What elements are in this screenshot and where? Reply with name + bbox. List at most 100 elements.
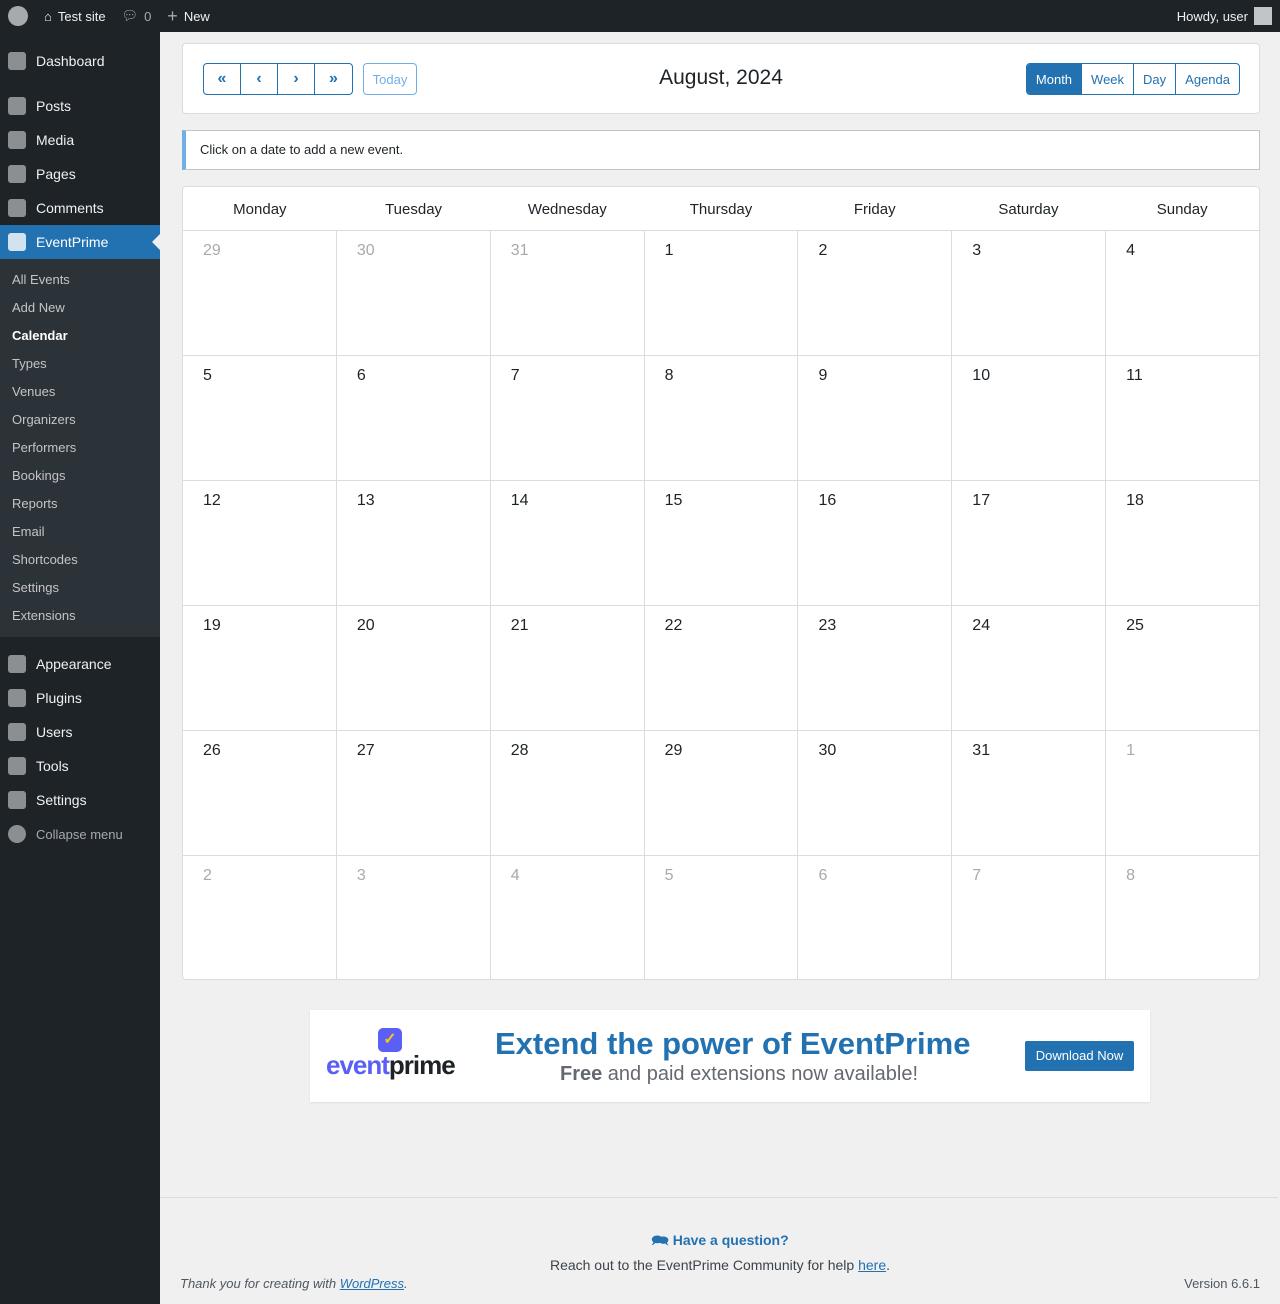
calendar-day-cell[interactable]: 3 [337, 856, 491, 979]
sidebar-item-pages[interactable]: Pages [0, 157, 160, 191]
calendar-day-cell[interactable]: 29 [645, 731, 799, 855]
month-calendar: Monday Tuesday Wednesday Thursday Friday Satu… [182, 186, 1260, 980]
calendar-day-cell[interactable]: 10 [952, 356, 1107, 480]
sidebar-item-settings[interactable]: Settings [0, 783, 160, 817]
first-button[interactable]: « [204, 64, 241, 94]
admin-sidebar: Dashboard Posts Media Pages Comments EventPr… [0, 32, 160, 1304]
view-week-button[interactable]: Week [1082, 64, 1135, 94]
calendar-day-cell[interactable]: 6 [798, 856, 953, 979]
view-month-button[interactable]: Month [1026, 64, 1083, 94]
collapse-menu-button[interactable]: Collapse menu [0, 817, 160, 851]
wordpress-logo-button[interactable] [0, 0, 36, 32]
next-button[interactable]: › [278, 64, 315, 94]
calendar-day-cell[interactable]: 5 [183, 356, 337, 480]
day-number: 16 [818, 492, 837, 509]
media-icon [8, 131, 26, 149]
calendar-day-cell[interactable]: 4 [491, 856, 645, 979]
today-button[interactable]: Today [363, 63, 417, 95]
comments-link[interactable]: 💬︎ 0 [121, 8, 152, 24]
calendar-day-cell[interactable]: 24 [952, 606, 1107, 730]
calendar-day-cell[interactable]: 19 [183, 606, 337, 730]
sidebar-item-plugins[interactable]: Plugins [0, 681, 160, 715]
calendar-day-cell[interactable]: 31 [952, 731, 1107, 855]
submenu-item-types[interactable]: Types [12, 356, 47, 371]
calendar-day-cell[interactable]: 2 [798, 231, 953, 355]
sidebar-item-posts[interactable]: Posts [0, 89, 160, 123]
submenu-item-settings[interactable]: Settings [12, 580, 59, 595]
calendar-day-cell[interactable]: 29 [183, 231, 337, 355]
calendar-day-cell[interactable]: 27 [337, 731, 491, 855]
day-number: 17 [972, 492, 991, 509]
calendar-day-cell[interactable]: 30 [798, 731, 953, 855]
info-notice: Click on a date to add a new event. [182, 130, 1260, 170]
submenu-item-performers[interactable]: Performers [12, 440, 77, 455]
calendar-day-cell[interactable]: 15 [645, 481, 799, 605]
help-link[interactable]: here [858, 1257, 887, 1273]
calendar-day-cell[interactable]: 14 [491, 481, 645, 605]
calendar-day-cell[interactable]: 11 [1106, 356, 1259, 480]
view-agenda-button[interactable]: Agenda [1185, 71, 1230, 87]
calendar-day-cell[interactable]: 31 [491, 231, 645, 355]
submenu-item-bookings[interactable]: Bookings [12, 468, 66, 483]
submenu-item-reports[interactable]: Reports [12, 496, 58, 511]
calendar-day-cell[interactable]: 20 [337, 606, 491, 730]
day-number: 13 [356, 492, 375, 509]
weekday-tuesday: Tuesday [385, 201, 443, 218]
day-number: 4 [1126, 242, 1136, 259]
calendar-day-cell[interactable]: 5 [645, 856, 799, 979]
sidebar-item-label: Media [36, 132, 75, 148]
sidebar-item-eventprime[interactable]: EventPrime [0, 225, 160, 259]
calendar-day-cell[interactable]: 7 [491, 356, 645, 480]
calendar-day-cell[interactable]: 25 [1106, 606, 1259, 730]
calendar-day-cell[interactable]: 21 [491, 606, 645, 730]
calendar-day-cell[interactable]: 17 [952, 481, 1107, 605]
calendar-day-cell[interactable]: 2 [183, 856, 337, 979]
submenu-item-venues[interactable]: Venues [12, 384, 56, 399]
calendar-day-cell[interactable]: 9 [798, 356, 953, 480]
calendar-day-cell[interactable]: 4 [1106, 231, 1259, 355]
sidebar-item-users[interactable]: Users [0, 715, 160, 749]
view-day-button[interactable]: Day [1134, 64, 1177, 94]
wordpress-link[interactable]: WordPress [339, 1276, 404, 1291]
calendar-day-cell[interactable]: 1 [645, 231, 799, 355]
submenu-item-shortcodes[interactable]: Shortcodes [12, 552, 78, 567]
calendar-day-cell[interactable]: 18 [1106, 481, 1259, 605]
calendar-day-cell[interactable]: 1 [1106, 731, 1259, 855]
calendar-day-cell[interactable]: 12 [183, 481, 337, 605]
calendar-day-cell[interactable]: 6 [337, 356, 491, 480]
submenu-item-email[interactable]: Email [12, 524, 45, 539]
sidebar-item-appearance[interactable]: Appearance [0, 647, 160, 681]
prev-button[interactable]: ‹ [241, 64, 278, 94]
day-number: 11 [1126, 367, 1143, 384]
download-now-button[interactable]: Download Now [1025, 1041, 1134, 1071]
calendar-week: 5 6 7 8 9 10 11 [183, 356, 1259, 481]
calendar-day-cell[interactable]: 22 [645, 606, 799, 730]
new-content-link[interactable]: + New [167, 5, 210, 26]
calendar-day-cell[interactable]: 7 [952, 856, 1107, 979]
sidebar-item-dashboard[interactable]: Dashboard [0, 44, 160, 78]
plugins-icon [8, 689, 26, 707]
sidebar-item-tools[interactable]: Tools [0, 749, 160, 783]
calendar-day-cell[interactable]: 13 [337, 481, 491, 605]
day-number: 5 [664, 867, 674, 884]
calendar-day-cell[interactable]: 30 [337, 231, 491, 355]
calendar-day-cell[interactable]: 3 [952, 231, 1107, 355]
last-button[interactable]: » [329, 70, 338, 87]
submenu-item-calendar[interactable]: Calendar [12, 328, 68, 343]
sidebar-item-comments[interactable]: Comments [0, 191, 160, 225]
submenu-item-extensions[interactable]: Extensions [12, 608, 76, 623]
site-name-link[interactable]: ⌂ Test site [44, 8, 106, 24]
account-menu[interactable]: Howdy, user [1169, 0, 1280, 32]
submenu-item-all-events[interactable]: All Events [12, 272, 70, 287]
weekday-wednesday: Wednesday [527, 201, 607, 218]
calendar-day-cell[interactable]: 26 [183, 731, 337, 855]
calendar-day-cell[interactable]: 8 [1106, 856, 1259, 979]
submenu-item-add-new[interactable]: Add New [12, 300, 65, 315]
calendar-day-cell[interactable]: 23 [798, 606, 953, 730]
day-number: 8 [1126, 867, 1136, 884]
calendar-day-cell[interactable]: 16 [798, 481, 953, 605]
calendar-day-cell[interactable]: 28 [491, 731, 645, 855]
sidebar-item-media[interactable]: Media [0, 123, 160, 157]
submenu-item-organizers[interactable]: Organizers [12, 412, 76, 427]
calendar-day-cell[interactable]: 8 [645, 356, 799, 480]
